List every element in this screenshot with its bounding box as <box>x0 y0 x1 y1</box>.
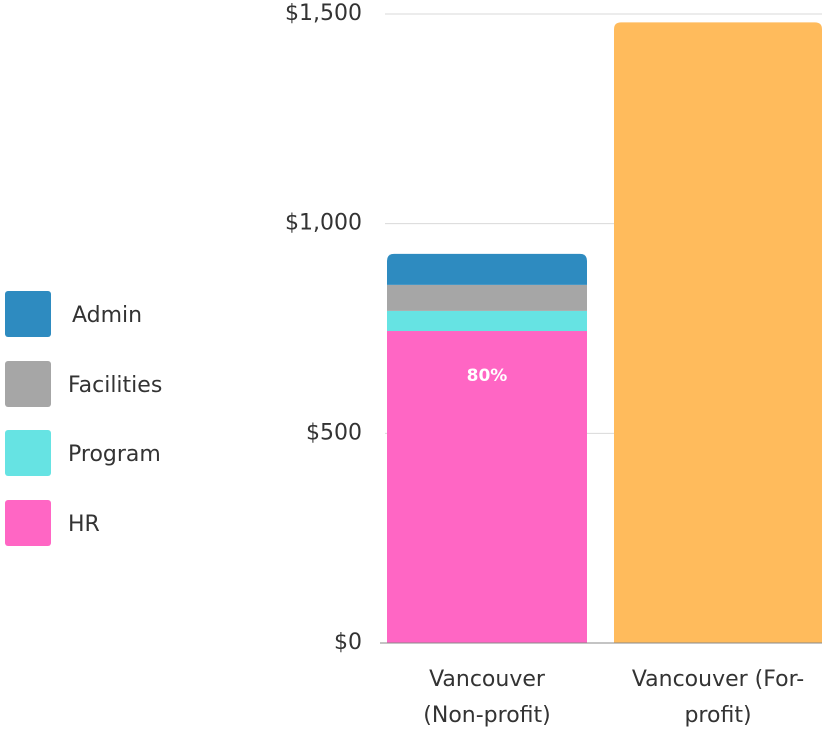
bar-segment <box>387 310 587 332</box>
legend-label: Facilities <box>68 373 162 398</box>
x-tick-label: Vancouver (Non-profit) <box>423 667 551 728</box>
legend-swatch <box>5 500 51 546</box>
bar-segment <box>387 331 587 643</box>
bar-segment <box>387 284 587 311</box>
y-tick-label: $1,000 <box>285 211 362 236</box>
bar-segment <box>614 22 822 644</box>
legend-label: Admin <box>72 303 142 328</box>
legend-swatch <box>5 361 51 407</box>
legend-label: HR <box>68 512 100 537</box>
y-tick-label: $0 <box>334 630 362 655</box>
bar-segment <box>387 253 587 285</box>
legend-swatch <box>5 291 51 337</box>
legend-label: Program <box>68 442 161 467</box>
x-tick-label: Vancouver (For-profit) <box>631 667 805 728</box>
y-tick-label: $500 <box>306 420 362 445</box>
legend-swatch <box>5 430 51 476</box>
annotation: 80% <box>467 366 508 386</box>
y-tick-label: $1,500 <box>285 1 362 26</box>
